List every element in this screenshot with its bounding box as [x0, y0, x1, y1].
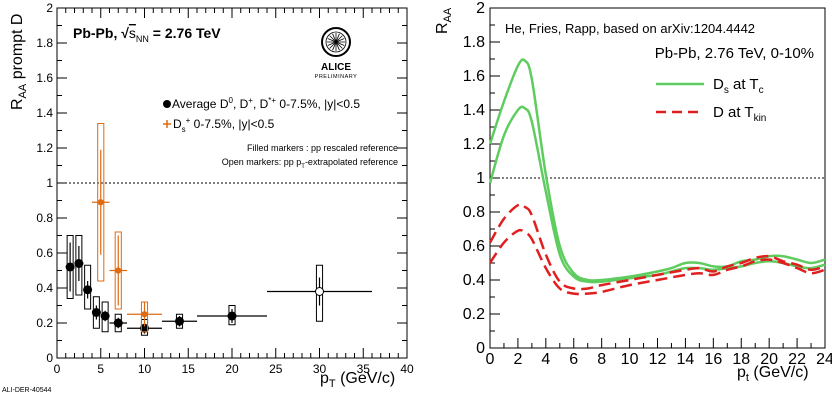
left-x-tick-label: 15 — [182, 362, 196, 376]
left-y-tick-label: 1 — [46, 176, 53, 190]
right-x-tick-label: 12 — [649, 351, 667, 368]
right-subtitle: Pb-Pb, 2.76 TeV, 0-10% — [655, 45, 814, 62]
left-y-tick-label: 0 — [46, 351, 53, 365]
right-y-tick-label: 0.2 — [463, 306, 485, 323]
data-point — [100, 311, 110, 321]
data-point — [141, 311, 148, 318]
data-point — [113, 318, 123, 328]
right-x-tick-label: 0 — [486, 351, 495, 368]
right-x-tick-label: 8 — [597, 351, 606, 368]
legend-marker-ds — [163, 120, 171, 128]
alice-logo-rays — [327, 33, 345, 51]
right-legend: Ds at Tc D at Tkin — [656, 76, 766, 124]
left-x-tick-label: 0 — [54, 362, 61, 376]
right-y-tick-label: 0 — [476, 340, 485, 357]
right-y-tick-label: 1.8 — [463, 34, 485, 51]
alice-logo-title: ALICE — [321, 62, 351, 73]
left-legend: Average D0, D+, D*+ 0-7.5%, |y|<0.5 Ds+ … — [163, 96, 398, 170]
legend-marker-average-d — [163, 100, 171, 108]
left-y-tick-label: 0.6 — [36, 246, 53, 260]
figure-id-label: ALI-DER-40544 — [2, 387, 52, 394]
left-chart: 0 0.2 0.4 0.6 0.8 1 1.2 1.4 1.6 1.8 2 0 5 10 15 20 25 30… — [9, 1, 414, 390]
right-x-tick-label: 4 — [541, 351, 550, 368]
right-y-tick-label: 0.4 — [463, 272, 485, 289]
series-ds — [92, 123, 162, 333]
left-data-marks — [65, 123, 372, 336]
left-y-tick-label: 0.4 — [36, 281, 53, 295]
right-x-tick-label: 22 — [788, 351, 806, 368]
right-x-tick-label: 14 — [677, 351, 695, 368]
series-average-d — [65, 235, 372, 336]
right-x-tick-label: 24 — [816, 351, 832, 368]
right-chart: 00.20.40.60.811.21.41.61.82 0 2 4 6 8 10 12 14 1… — [434, 0, 832, 384]
note-filled-markers: Filled markers : pp rescaled reference — [247, 143, 398, 153]
data-point — [65, 262, 75, 272]
left-y-tick-label: 1.6 — [36, 71, 53, 85]
left-x-tick-label: 35 — [357, 362, 371, 376]
curve-d-tkin — [488, 228, 826, 296]
right-x-axis-label: pt (GeV/c) — [737, 364, 809, 384]
right-y-axis-label: RAA — [434, 7, 454, 34]
curve-ds-tc — [488, 105, 826, 284]
left-x-axis: 0 5 10 15 20 25 30 35 40 — [54, 8, 414, 376]
data-point — [91, 308, 101, 317]
data-point — [83, 285, 93, 295]
left-x-tick-label: 10 — [138, 362, 152, 376]
data-point — [74, 259, 84, 268]
right-x-tick-label: 2 — [513, 351, 522, 368]
left-y-tick-label: 1.8 — [36, 36, 53, 50]
left-y-tick-label: 0.8 — [36, 211, 53, 225]
left-system-label: Pb-Pb, √sNN = 2.76 TeV — [73, 25, 221, 44]
right-y-tick-label: 1 — [476, 170, 485, 187]
right-y-tick-label: 0.8 — [463, 204, 485, 221]
right-x-tick-label: 20 — [760, 351, 778, 368]
right-y-tick-label: 0.6 — [463, 238, 485, 255]
left-x-axis-label: pT (GeV/c) — [320, 370, 395, 390]
alice-logo — [321, 27, 351, 57]
right-y-axis: 0 0.2 0.4 0.6 0.8 1 1.2 1.4 1.6 1.8 2 — [463, 0, 500, 357]
right-y-tick-label: 1.2 — [463, 136, 485, 153]
legend-label-ds-tc: Ds at Tc — [713, 76, 764, 96]
data-point — [115, 267, 122, 274]
right-model-curves — [488, 58, 826, 296]
left-x-tick-label: 20 — [225, 362, 239, 376]
right-title: He, Fries, Rapp, based on arXiv:1204.444… — [505, 21, 755, 36]
data-point — [227, 311, 237, 321]
left-y-tick-label: 1.4 — [36, 106, 53, 120]
left-x-tick-label: 25 — [269, 362, 283, 376]
right-y-tick-label: 1.6 — [463, 68, 485, 85]
data-point — [97, 199, 104, 206]
legend-label-average-d: Average D0, D+, D*+ 0-7.5%, |y|<0.5 — [172, 96, 360, 111]
curve-d-tkin — [488, 203, 826, 291]
left-y-tick-label: 0.2 — [36, 316, 53, 330]
left-x-tick-label: 5 — [97, 362, 104, 376]
legend-label-d-tkin: D at Tkin — [713, 104, 766, 124]
right-x-tick-label: 16 — [704, 351, 722, 368]
right-x-axis: 0 2 4 6 8 10 12 14 16 18 20 22 24 — [486, 338, 832, 368]
logo-ray — [327, 38, 345, 46]
left-x-tick-label: 40 — [400, 362, 414, 376]
data-point — [315, 287, 324, 296]
right-x-tick-label: 10 — [621, 351, 639, 368]
right-y-tick-label: 2 — [476, 0, 485, 17]
right-x-tick-label: 18 — [732, 351, 750, 368]
curve-ds-tc — [488, 58, 826, 282]
right-x-tick-label: 6 — [569, 351, 578, 368]
left-y-axis-label: RAA prompt D — [9, 14, 29, 111]
left-y-tick-label: 2 — [46, 1, 53, 15]
left-y-axis: 0 0.2 0.4 0.6 0.8 1 1.2 1.4 1.6 1.8 2 — [36, 1, 407, 365]
legend-label-ds: Ds+ 0-7.5%, |y|<0.5 — [173, 116, 275, 134]
alice-logo-subtitle: PRELIMINARY — [315, 74, 358, 80]
note-open-markers: Open markers: pp pT-extrapolated referen… — [222, 157, 398, 170]
right-y-tick-label: 1.4 — [463, 102, 485, 119]
left-x-tick-label: 30 — [313, 362, 327, 376]
left-y-tick-label: 1.2 — [36, 141, 53, 155]
data-point — [175, 316, 184, 326]
